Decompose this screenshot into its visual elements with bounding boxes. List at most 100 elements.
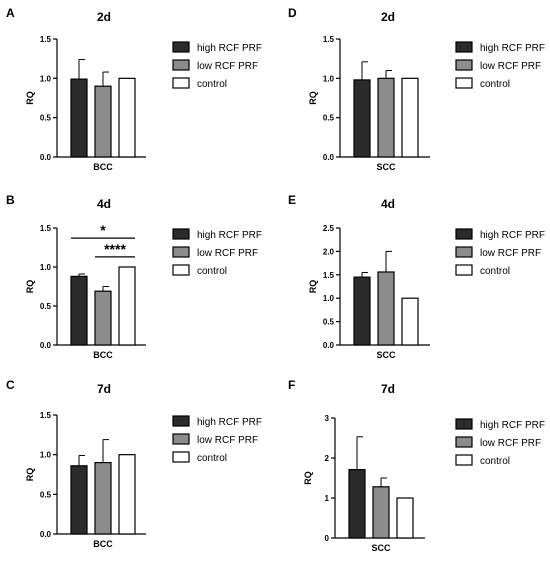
panel-e-legend-swatch-2 [455,246,473,258]
panel-b-bar-2 [94,290,112,346]
panel-f-legend-swatch-1 [455,418,473,430]
panel-c-x-tick-label: BCC [93,539,113,549]
panel-f-legend-swatch-2 [455,436,473,448]
panel-d-y-tick-label: 0.0 [323,153,335,162]
panel-b-y-label: RQ [25,280,35,294]
panel-b-legend-swatch-3 [172,264,190,276]
panel-a-x-tick-label: BCC [93,162,113,172]
panel-d-y-tick-label: 0.5 [323,114,335,123]
panel-f-y-label: RQ [303,471,313,485]
panel-d-x-tick-label: SCC [376,162,396,172]
panel-c-y-tick-label: 1.0 [40,451,52,460]
panel-e-y-tick-label: 1.0 [323,294,335,303]
panel-b-bar-1 [70,275,88,346]
panel-e-legend-label-2: low RCF PRF [480,248,541,259]
panel-f-y-tick-label: 0 [325,534,330,543]
panel-f-y-tick-label: 3 [325,414,330,423]
panel-b-bar-3 [118,266,136,346]
panel-b-legend-label-1: high RCF PRF [197,230,262,241]
panel-f-title: 7d [381,382,395,396]
panel-b-legend-swatch-1 [172,228,190,240]
panel-f-legend-swatch-3 [455,454,473,466]
panel-e-bar-1 [353,276,371,346]
panel-c-letter: C [6,378,15,392]
panel-a-letter: A [6,6,15,20]
panel-e-x-tick-label: SCC [376,350,396,360]
panel-d-bar-1 [353,79,371,158]
panel-e-bar-2 [377,271,395,346]
panel-c-y-tick-label: 1.5 [40,411,52,420]
panel-b-significance-label-1: * [100,222,106,238]
panel-f-x-tick-label: SCC [371,543,391,553]
panel-f-y-tick-label: 2 [325,454,330,463]
panel-c-y-tick-label: 0.0 [40,530,52,539]
panel-b-legend-label-2: low RCF PRF [197,248,258,259]
panel-b-title: 4d [97,197,111,211]
panel-a-title: 2d [97,10,111,24]
panel-c-legend-swatch-3 [172,451,190,463]
panel-e-y-tick-label: 2.5 [323,224,335,233]
panel-d-letter: D [288,6,297,20]
panel-a-bar-2 [94,85,112,158]
panel-a-bar-1 [70,78,88,158]
panel-a-legend-label-1: high RCF PRF [197,43,262,54]
panel-c-bar-3 [118,454,136,535]
panel-e-legend-swatch-1 [455,228,473,240]
panel-f-y-tick-label: 1 [325,494,330,503]
panel-d-y-label: RQ [308,91,318,105]
panel-a-y-tick-label: 0.0 [40,153,52,162]
panel-b-y-tick-label: 1.0 [40,263,52,272]
panel-e-letter: E [288,193,296,207]
panel-b-legend-swatch-2 [172,246,190,258]
panel-e-bar-3 [401,297,419,346]
panel-f-legend-label-3: control [480,456,510,467]
panel-d-legend-swatch-3 [455,77,473,89]
panel-f-legend-label-1: high RCF PRF [480,420,545,431]
panel-f-legend-label-2: low RCF PRF [480,438,541,449]
panel-e-y-label: RQ [308,280,318,294]
panel-a-legend-swatch-2 [172,59,190,71]
panel-e-legend-label-1: high RCF PRF [480,230,545,241]
panel-e-title: 4d [381,197,395,211]
panel-a-legend-swatch-3 [172,77,190,89]
panel-d-y-tick-label: 1.5 [323,35,335,44]
panel-e-y-tick-label: 0.5 [323,318,335,327]
panel-c-legend-label-3: control [197,453,227,464]
panel-c-y-label: RQ [25,468,35,482]
panel-d-y-tick-label: 1.0 [323,74,335,83]
panel-c-y-tick-label: 0.5 [40,490,52,499]
panel-a-legend-swatch-1 [172,41,190,53]
panel-a-y-tick-label: 1.5 [40,35,52,44]
panel-d-legend-label-1: high RCF PRF [480,43,545,54]
panel-b-letter: B [6,193,15,207]
panel-c-legend-label-1: high RCF PRF [197,417,262,428]
panel-b-y-tick-label: 0.5 [40,302,52,311]
panel-d-legend-swatch-2 [455,59,473,71]
panel-e-legend-swatch-3 [455,264,473,276]
panel-c-legend-label-2: low RCF PRF [197,435,258,446]
panel-c-title: 7d [97,382,111,396]
panel-d-bar-3 [401,77,419,158]
panel-b-legend-label-3: control [197,266,227,277]
panel-e-legend-label-3: control [480,266,510,277]
panel-d-legend-label-2: low RCF PRF [480,61,541,72]
panel-f-bar-2 [372,486,390,539]
panel-a-y-tick-label: 0.5 [40,114,52,123]
panel-d-legend-label-3: control [480,79,510,90]
panel-d-legend-swatch-1 [455,41,473,53]
panel-c-legend-swatch-1 [172,415,190,427]
panel-f-letter: F [288,378,295,392]
panel-c-bar-1 [70,465,88,535]
panel-e-y-tick-label: 2.0 [323,247,335,256]
panel-a-y-label: RQ [25,91,35,105]
panel-f-bar-3 [396,497,414,539]
panel-f-bar-1 [348,469,366,539]
panel-b-y-tick-label: 1.5 [40,224,52,233]
panel-e-y-tick-label: 1.5 [323,271,335,280]
panel-e-y-tick-label: 0.0 [323,341,335,350]
panel-a-bar-3 [118,77,136,158]
panel-a-y-tick-label: 1.0 [40,74,52,83]
panel-a-legend-label-3: control [197,79,227,90]
panel-a-legend-label-2: low RCF PRF [197,61,258,72]
